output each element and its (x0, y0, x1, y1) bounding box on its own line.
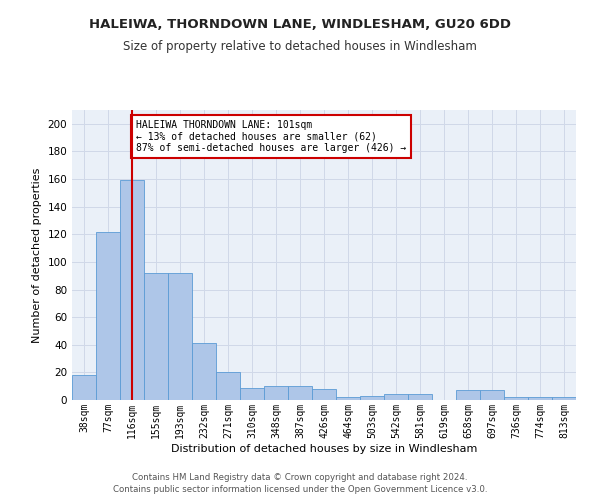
Y-axis label: Number of detached properties: Number of detached properties (32, 168, 42, 342)
Bar (144, 273, 168, 400)
Bar (552, 397, 576, 400)
Bar (288, 386, 312, 400)
Text: Contains public sector information licensed under the Open Government Licence v3: Contains public sector information licen… (113, 485, 487, 494)
Bar (504, 397, 528, 400)
Text: Contains HM Land Registry data © Crown copyright and database right 2024.: Contains HM Land Registry data © Crown c… (132, 472, 468, 482)
Bar (408, 394, 432, 400)
Bar (168, 273, 192, 400)
Bar (192, 344, 216, 400)
Bar (72, 375, 96, 400)
Bar (216, 372, 240, 400)
Text: Size of property relative to detached houses in Windlesham: Size of property relative to detached ho… (123, 40, 477, 53)
Text: HALEIWA, THORNDOWN LANE, WINDLESHAM, GU20 6DD: HALEIWA, THORNDOWN LANE, WINDLESHAM, GU2… (89, 18, 511, 30)
Bar (360, 396, 384, 400)
Bar (480, 390, 504, 400)
Bar (384, 394, 408, 400)
Bar (456, 390, 480, 400)
Bar (312, 389, 336, 400)
Bar (96, 232, 120, 400)
Bar (336, 397, 360, 400)
Text: HALEIWA THORNDOWN LANE: 101sqm
← 13% of detached houses are smaller (62)
87% of : HALEIWA THORNDOWN LANE: 101sqm ← 13% of … (136, 120, 406, 153)
Bar (528, 397, 552, 400)
Bar (264, 386, 288, 400)
Bar (240, 388, 264, 400)
X-axis label: Distribution of detached houses by size in Windlesham: Distribution of detached houses by size … (171, 444, 477, 454)
Bar (120, 180, 144, 400)
